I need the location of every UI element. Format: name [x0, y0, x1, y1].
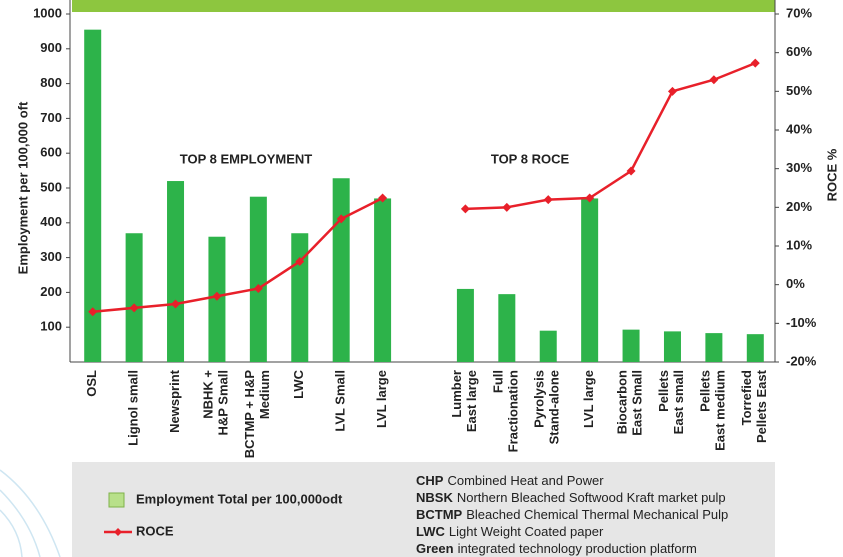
- marker: [461, 204, 470, 213]
- y-tick-label: 300: [40, 249, 62, 264]
- legend-swatch: [109, 493, 124, 507]
- bar: [664, 331, 681, 362]
- y-tick-label: 900: [40, 40, 62, 55]
- x-tick-label: BiocarbonEast Small: [615, 370, 645, 436]
- note-term: LWC: [416, 524, 445, 539]
- line: [93, 63, 756, 312]
- y2-tick-label: 30%: [786, 160, 812, 175]
- marker: [544, 195, 553, 204]
- marker: [751, 59, 760, 68]
- header-band: [72, 0, 775, 12]
- y-axis-label: Employment per 100,000 oft: [15, 101, 30, 274]
- note: Green integrated technology production pl…: [416, 541, 697, 556]
- chart: Employment per 100,000 oft ROCE % TOP 8 …: [0, 0, 843, 557]
- x-tick-label: PyrolysisStand-alone: [532, 370, 562, 444]
- bar: [581, 198, 598, 362]
- x-tick-label: LVL large: [374, 370, 389, 428]
- note-term: CHP: [416, 473, 444, 488]
- bar: [457, 289, 474, 362]
- y2-tick-label: 20%: [786, 199, 812, 214]
- bar: [250, 197, 267, 362]
- note-term: NBSK: [416, 490, 453, 505]
- note-text: Bleached Chemical Thermal Mechanical Pul…: [466, 507, 728, 522]
- y-tick-label: 200: [40, 284, 62, 299]
- legend-label: ROCE: [136, 523, 174, 538]
- x-tick-label: LVL Small: [333, 370, 348, 432]
- x-tick-label: LWC: [291, 369, 306, 398]
- bar: [623, 330, 640, 362]
- note: NBSK Northern Bleached Softwood Kraft mar…: [416, 490, 726, 505]
- bar: [747, 334, 764, 362]
- bar: [333, 178, 350, 362]
- y2-tick-label: -10%: [786, 315, 817, 330]
- x-tick-label: PelletsEast small: [656, 370, 686, 434]
- y2-tick-label: 60%: [786, 44, 812, 59]
- x-tick-label: Newsprint: [167, 369, 182, 433]
- legend-label: Employment Total per 100,000odt: [136, 491, 343, 506]
- bar: [540, 331, 557, 362]
- x-tick-label: LVL large: [581, 370, 596, 428]
- note-term: BCTMP: [416, 507, 463, 522]
- bar: [126, 233, 143, 362]
- bar: [167, 181, 184, 362]
- y2-tick-label: 0%: [786, 276, 805, 291]
- x-tick-label: PelletsEast medium: [698, 370, 728, 451]
- x-tick-label: OSL: [84, 370, 99, 397]
- y-tick-label: 100: [40, 319, 62, 334]
- x-tick-label: FullFractionation: [491, 370, 521, 452]
- y2-tick-label: 50%: [786, 83, 812, 98]
- decoration: [0, 470, 60, 557]
- y2-tick-label: 70%: [786, 5, 812, 20]
- y2-axis-label: ROCE %: [824, 148, 839, 201]
- note: LWC Light Weight Coated paper: [416, 524, 604, 539]
- y2-tick-label: 10%: [786, 237, 812, 252]
- x-tick-label: NBHK +H&P Small: [201, 370, 231, 436]
- y-tick-label: 700: [40, 110, 62, 125]
- x-tick-label: LumberEast large: [449, 370, 479, 432]
- marker: [709, 75, 718, 84]
- note-text: integrated technology production platfor…: [458, 541, 697, 556]
- bar: [705, 333, 722, 362]
- y2-tick-label: -20%: [786, 353, 817, 368]
- marker: [668, 87, 677, 96]
- y-tick-label: 600: [40, 145, 62, 160]
- note-text: Northern Bleached Softwood Kraft market …: [457, 490, 726, 505]
- note-text: Combined Heat and Power: [447, 473, 604, 488]
- x-tick-label: TorrefiedPellets East: [739, 369, 769, 443]
- bar: [291, 233, 308, 362]
- x-tick-label: BCTMP + H&PMedium: [242, 370, 272, 459]
- bar: [374, 198, 391, 362]
- y-tick-label: 800: [40, 75, 62, 90]
- y2-tick-label: 40%: [786, 121, 812, 136]
- y-tick-label: 500: [40, 179, 62, 194]
- annotation: TOP 8 EMPLOYMENT: [180, 151, 312, 166]
- y-tick-label: 400: [40, 214, 62, 229]
- note-term: Green: [416, 541, 454, 556]
- y-tick-label: 1000: [33, 5, 62, 20]
- x-tick-label: Lignol small: [126, 370, 141, 446]
- bar: [498, 294, 515, 362]
- marker: [502, 203, 511, 212]
- annotation: TOP 8 ROCE: [491, 151, 570, 166]
- note-text: Light Weight Coated paper: [449, 524, 604, 539]
